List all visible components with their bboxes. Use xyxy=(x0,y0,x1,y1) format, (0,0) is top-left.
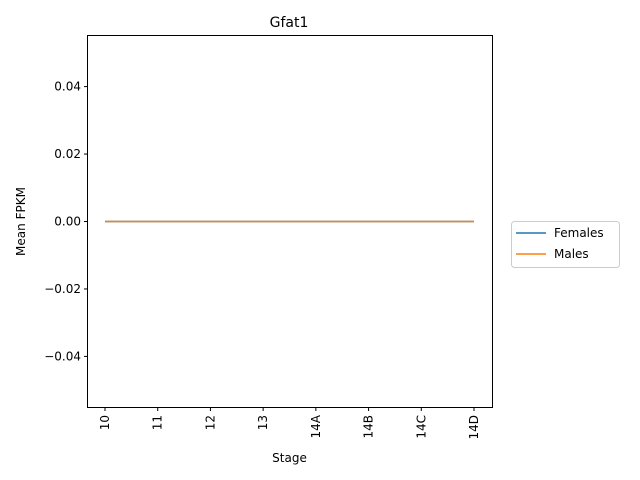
y-tick-label: −0.02 xyxy=(44,282,81,296)
legend-label-males: Males xyxy=(554,247,589,261)
x-tick-label: 13 xyxy=(256,415,270,430)
x-tick-label: 10 xyxy=(98,415,112,430)
x-tick-label: 14B xyxy=(362,415,376,439)
x-tick-label: 14C xyxy=(414,415,428,439)
y-axis: −0.04 −0.02 0.00 0.02 0.04 xyxy=(44,80,88,363)
y-axis-label: Mean FPKM xyxy=(14,187,28,256)
x-axis-label: Stage xyxy=(272,451,307,465)
x-tick-label: 14D xyxy=(467,415,481,440)
x-tick-label: 12 xyxy=(203,415,217,430)
x-axis: 10 11 12 13 14A 14B 14C 14D xyxy=(98,407,481,440)
chart-title: Gfat1 xyxy=(270,15,309,31)
legend: Females Males xyxy=(511,221,620,268)
y-tick-label: 0.02 xyxy=(54,147,81,161)
y-tick-label: 0.00 xyxy=(54,215,81,229)
x-tick-label: 11 xyxy=(151,415,165,430)
x-tick-label: 14A xyxy=(309,414,323,438)
legend-label-females: Females xyxy=(554,226,604,240)
y-tick-label: −0.04 xyxy=(44,349,81,363)
y-tick-label: 0.04 xyxy=(54,80,81,94)
